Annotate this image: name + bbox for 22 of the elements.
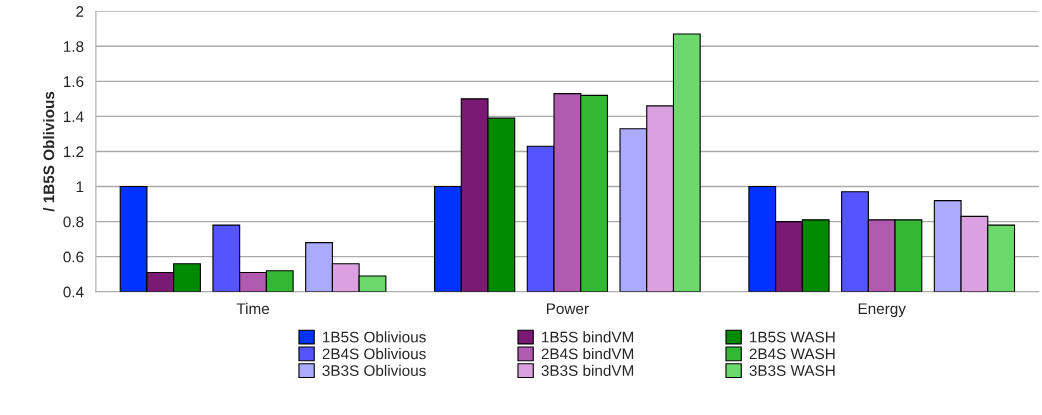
- legend-label: 2B4S WASH: [749, 348, 835, 360]
- legend-label: 1B5S bindVM: [542, 331, 634, 343]
- legend-label: 3B3S bindVM: [541, 364, 634, 376]
- legend-label: 2B4S Oblivious: [322, 348, 426, 360]
- legend-label: 3B3S WASH: [749, 365, 835, 376]
- legend-label: 3B3S Oblivious: [322, 364, 426, 376]
- x-tick-label: Power: [546, 303, 589, 315]
- y-tick-label: 1.6: [63, 76, 84, 88]
- y-tick-label: 0.8: [63, 216, 84, 228]
- x-tick-label: Energy: [858, 303, 906, 318]
- y-tick-label: 0.6: [63, 251, 84, 263]
- legend-label: 2B4S bindVM: [541, 348, 634, 360]
- legend-label: 1B5S WASH: [750, 331, 835, 343]
- y-tick-label: 0.4: [63, 286, 84, 298]
- y-tick-label: 1.2: [63, 146, 84, 158]
- y-tick-label: 2: [76, 6, 84, 17]
- y-tick-label: 1.8: [63, 41, 84, 52]
- y-axis-title: / 1B5S Oblivious: [43, 91, 55, 212]
- x-tick-label: Time: [236, 302, 270, 315]
- y-tick-label: 1.4: [63, 111, 84, 122]
- y-tick-label: 1: [76, 181, 84, 193]
- legend-label: 1B5S Oblivious: [323, 331, 426, 343]
